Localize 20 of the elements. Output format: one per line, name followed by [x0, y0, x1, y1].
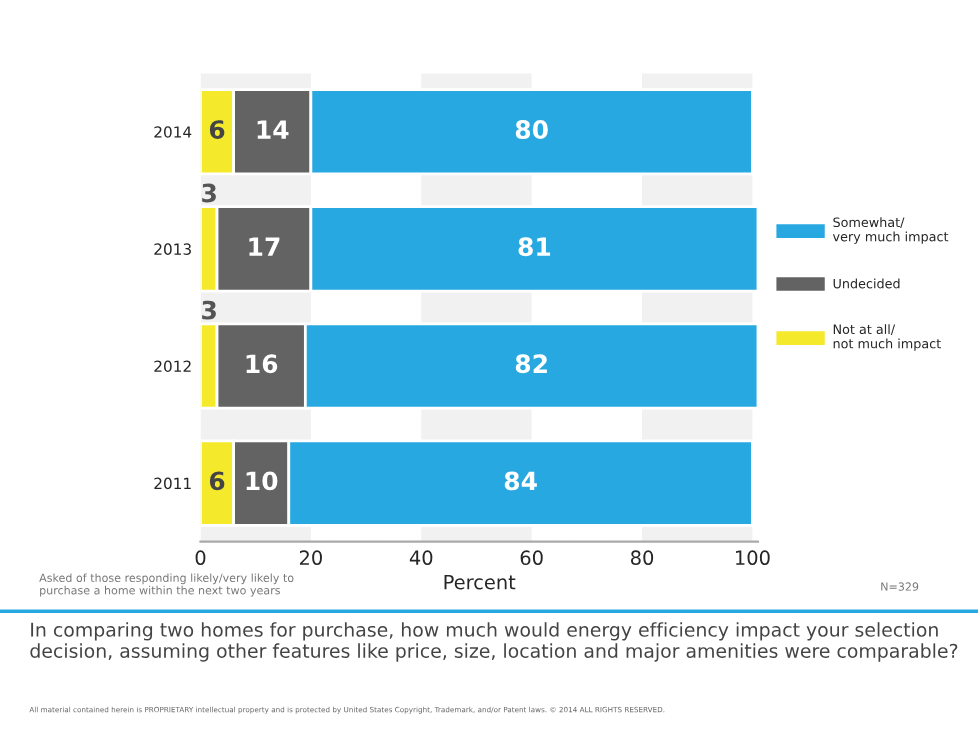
x-tick-label: 80 [630, 550, 654, 566]
data-label: 80 [515, 120, 548, 140]
data-label: 3 [202, 183, 216, 203]
data-label: 3 [202, 300, 216, 320]
text: In comparing two homes for purchase, how much would energy efficiency impact your selection decision, assuming other features like price, size, location and major amenities were comparable? [30, 622, 958, 662]
data-label: 14 [257, 120, 289, 139]
data-label: 84 [504, 471, 537, 491]
data-label: 6 [209, 471, 225, 491]
x-axis-title: Percent [444, 574, 516, 590]
data-label: 82 [515, 354, 547, 374]
data-label: 6 [209, 120, 225, 140]
data-label: 17 [249, 237, 280, 256]
x-tick-label: 100 [736, 550, 770, 566]
x-tick-label: 0 [195, 550, 206, 566]
data-label: 16 [246, 354, 278, 374]
x-tick-label: 40 [409, 550, 433, 566]
data-label: 81 [518, 237, 551, 257]
x-tick-label: 60 [520, 550, 543, 566]
x-tick-label: 20 [299, 550, 322, 566]
data-label: 10 [246, 471, 278, 491]
